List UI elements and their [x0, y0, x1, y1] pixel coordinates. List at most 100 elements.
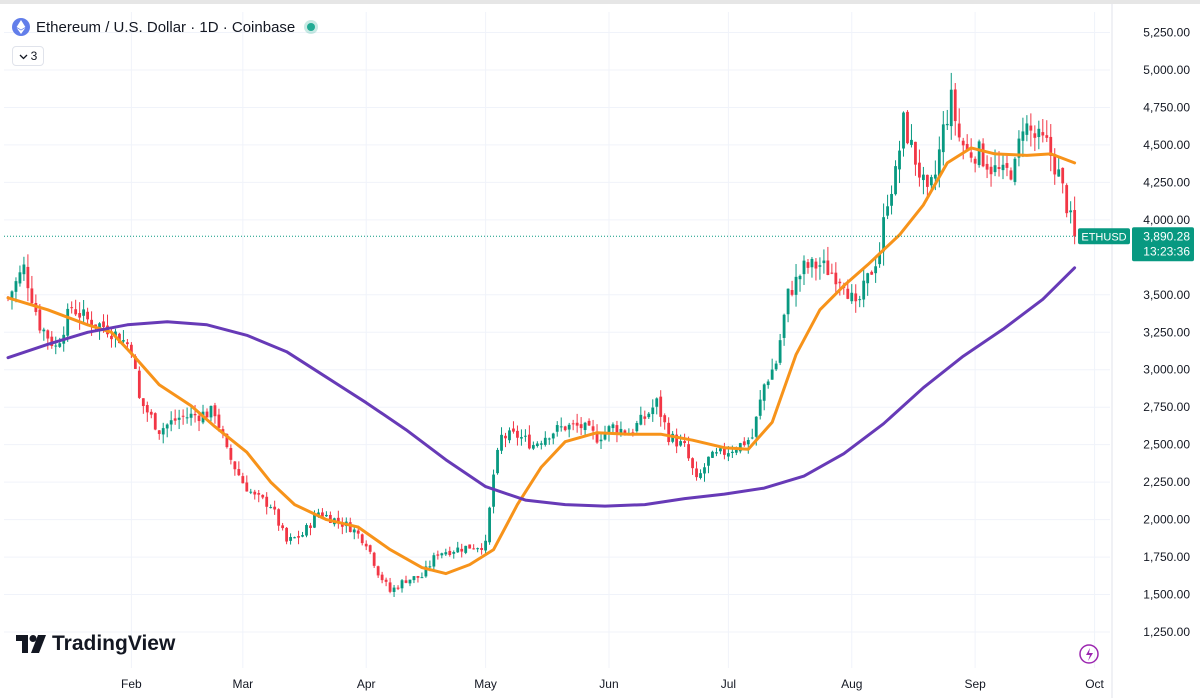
candle-body — [86, 311, 89, 320]
candle — [416, 575, 420, 583]
candle — [766, 379, 770, 389]
candle-body — [989, 166, 993, 175]
candle-body — [78, 313, 82, 318]
candle-body — [985, 163, 989, 170]
candle — [161, 422, 165, 444]
candle-body — [500, 434, 503, 451]
candle-body — [595, 431, 599, 443]
candle — [571, 419, 575, 431]
candle-body — [575, 422, 579, 426]
candle — [527, 425, 531, 450]
candle-body — [798, 275, 802, 280]
candle-body — [476, 548, 480, 550]
candle-body — [850, 292, 854, 302]
candle — [579, 417, 583, 436]
candle-body — [611, 424, 615, 429]
candle — [106, 314, 109, 338]
candle-body — [818, 265, 822, 267]
symbol-tag-bg — [1078, 228, 1130, 245]
candle-body — [496, 449, 499, 474]
candle — [981, 138, 985, 168]
tradingview-logo: TradingView — [16, 632, 175, 656]
candle-body — [205, 411, 209, 418]
candle-body — [10, 291, 14, 298]
candle-body — [217, 414, 221, 428]
candle — [1069, 201, 1073, 224]
candle-body — [1033, 133, 1037, 138]
candle-body — [814, 261, 818, 269]
candle — [770, 358, 774, 380]
candle — [965, 134, 969, 152]
candle-body — [567, 424, 571, 430]
candle-body — [317, 512, 320, 516]
candle — [181, 409, 185, 425]
candle-body — [420, 577, 424, 579]
candle — [488, 506, 491, 545]
candle-body — [241, 476, 245, 484]
slow-ma-line — [6, 266, 1077, 508]
candle-body — [321, 512, 324, 517]
candle — [78, 302, 82, 330]
candle-body — [225, 434, 229, 448]
candle-body — [874, 266, 878, 274]
indicator-count: 3 — [30, 49, 38, 63]
candle — [918, 149, 921, 187]
candle-body — [340, 523, 344, 527]
axes: 1,250.00 1,500.00 1,750.00 2,000.00 2,250.00… — [4, 4, 1194, 698]
candle-body — [404, 580, 408, 583]
candle-body — [1053, 153, 1057, 175]
candle-body — [193, 413, 197, 416]
candle — [229, 444, 233, 465]
candle-body — [380, 574, 384, 581]
candle-body — [806, 262, 810, 268]
candle-body — [293, 537, 296, 539]
candle-body — [866, 273, 870, 284]
candle — [1033, 125, 1037, 152]
candle — [818, 257, 822, 280]
candle-body — [703, 467, 706, 474]
candle-body — [583, 422, 587, 431]
candle — [269, 504, 273, 509]
y-tick-label: 4,750.00 — [1143, 100, 1190, 114]
candle-body — [659, 396, 663, 417]
candle-body — [965, 143, 969, 151]
indicators-toggle-button[interactable]: 3 — [12, 46, 44, 66]
candle-body — [846, 288, 850, 299]
candle-body — [758, 399, 762, 416]
candle-body — [715, 452, 718, 454]
candle-body — [639, 414, 643, 425]
moving-averages — [6, 146, 1077, 576]
candle — [22, 256, 26, 281]
candle — [555, 421, 559, 437]
candle-body — [802, 260, 806, 275]
candle-body — [416, 576, 420, 578]
y-tick-label: 1,750.00 — [1143, 550, 1190, 564]
candle-body — [778, 340, 782, 363]
candle-body — [524, 435, 527, 437]
candle-body — [165, 424, 169, 429]
candle-body — [1009, 170, 1013, 180]
candle — [1013, 156, 1017, 186]
candle — [281, 522, 285, 531]
tradingview-logo-icon — [16, 635, 46, 653]
candle — [551, 432, 555, 445]
price-chart[interactable]: 1,250.00 1,500.00 1,750.00 2,000.00 2,250.00… — [0, 4, 1200, 698]
candle — [1061, 167, 1065, 194]
x-tick-label: Jun — [599, 677, 618, 691]
candle — [289, 533, 292, 545]
candle — [82, 300, 86, 324]
candle — [368, 544, 372, 555]
candle — [985, 155, 989, 179]
candle — [794, 264, 798, 307]
candle-body — [894, 166, 897, 195]
candle-body — [635, 423, 639, 432]
candle-body — [945, 123, 949, 126]
y-tick-label: 3,000.00 — [1143, 363, 1190, 377]
candle-body — [547, 438, 551, 440]
x-tick-label: May — [474, 677, 497, 691]
candle — [1025, 115, 1029, 142]
candle-body — [520, 437, 523, 439]
symbol-header[interactable]: Ethereum / U.S. Dollar · 1D · Coinbase — [12, 18, 316, 36]
candle-body — [1065, 185, 1069, 214]
candle-body — [675, 434, 679, 447]
